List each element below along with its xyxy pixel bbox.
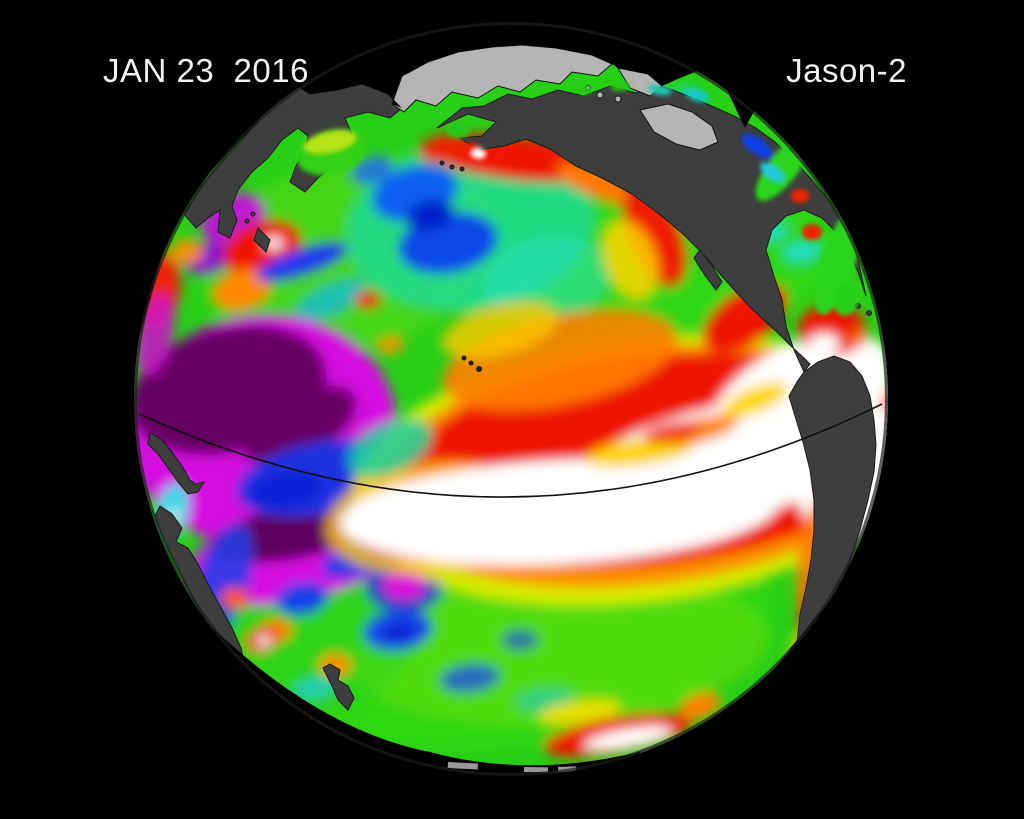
antarctica-ice-sliver <box>447 761 478 770</box>
anomaly-blob <box>276 581 328 615</box>
anomaly-blob <box>256 242 348 282</box>
date-label: JAN 23 2016 <box>103 52 309 89</box>
anomaly-blob <box>257 635 271 647</box>
land-hawaii-island <box>461 355 467 361</box>
antarctica-ice-sliver <box>523 767 548 773</box>
anomaly-blob <box>350 155 394 185</box>
land-caribbean-island <box>866 310 872 316</box>
anomaly-blob <box>243 385 357 465</box>
land-layer <box>147 44 877 711</box>
ice-island <box>614 95 622 103</box>
anomaly-blob <box>382 570 426 600</box>
land-kuril-island <box>250 211 256 217</box>
land-hawaii-island <box>476 366 482 372</box>
anomaly-blob <box>685 88 709 102</box>
anomaly-blob <box>212 269 272 311</box>
anomaly-blob <box>741 133 773 159</box>
globe-limb-ring <box>134 22 888 776</box>
anomaly-blob <box>347 418 433 478</box>
land-aleutian-island <box>449 164 455 170</box>
anomaly-blob <box>419 133 471 163</box>
anomaly-blob <box>446 122 470 138</box>
anomaly-blob <box>648 84 672 96</box>
anomaly-blob <box>355 291 381 309</box>
anomaly-blob <box>293 277 367 323</box>
land-aleutian-island <box>439 160 445 166</box>
anomaly-blob <box>601 219 659 301</box>
anomaly-blob <box>472 149 486 159</box>
anomaly-blob <box>802 224 822 240</box>
land-kuril-island <box>244 218 250 224</box>
land-aleutian-island <box>459 166 465 172</box>
anomaly-blob <box>834 280 860 316</box>
equator-line <box>138 403 883 498</box>
anomaly-blob <box>360 493 500 551</box>
land-siberia-kamchatka <box>183 77 403 239</box>
anomaly-blob <box>678 692 722 720</box>
anomaly-blob <box>483 235 613 321</box>
ice-arctic-cap <box>391 44 613 113</box>
anomaly-blob <box>583 726 673 750</box>
ice-island <box>596 91 604 99</box>
anomaly-blob <box>538 698 622 726</box>
land-baja-california <box>693 249 723 291</box>
anomaly-blob <box>441 301 559 359</box>
sea-surface-anomaly-field <box>134 86 888 757</box>
anomaly-blob <box>221 588 249 608</box>
anomaly-blob <box>384 622 416 642</box>
anomaly-blob <box>304 130 356 154</box>
anomaly-blob <box>376 335 404 355</box>
anomaly-blob <box>502 630 538 650</box>
anomaly-blob <box>791 189 809 203</box>
anomaly-blob <box>782 241 822 263</box>
anomaly-blob <box>250 471 322 509</box>
anomaly-blob <box>293 677 337 699</box>
anomaly-blob <box>610 81 630 91</box>
land-new-zealand <box>322 663 355 711</box>
land-new-guinea <box>147 431 206 495</box>
land-japan <box>253 227 271 253</box>
anomaly-blob <box>808 333 840 355</box>
ice-hudson-region <box>639 103 719 151</box>
anomaly-blob <box>578 86 592 94</box>
anomaly-blob <box>760 162 784 182</box>
anomaly-blob <box>168 238 204 266</box>
anomaly-blob <box>406 199 454 231</box>
anomaly-blob <box>848 330 868 346</box>
anomaly-blob <box>722 382 788 418</box>
anomaly-blob <box>440 663 500 693</box>
land-hawaii-island <box>468 360 474 366</box>
satellite-label: Jason-2 <box>786 52 907 89</box>
anomaly-blob <box>642 421 702 443</box>
